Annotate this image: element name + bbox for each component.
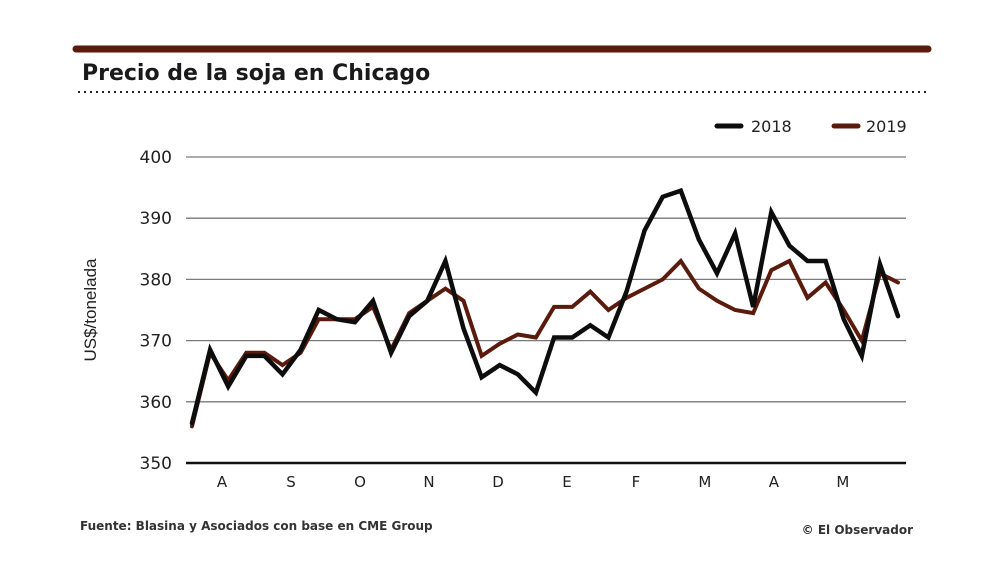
y-tick-350: 350 — [140, 454, 172, 474]
legend: 2018 2019 — [714, 117, 907, 136]
x-tick-A-0: A — [217, 473, 228, 491]
legend-label-2018: 2018 — [751, 117, 792, 136]
grid-lines — [186, 156, 906, 465]
x-tick-E-5: E — [562, 473, 571, 491]
legend-label-2019: 2019 — [866, 117, 907, 136]
source-note: Fuente: Blasina y Asociados con base en … — [80, 519, 433, 533]
y-tick-labels: 350 360 370 380 390 400 — [140, 148, 172, 474]
y-tick-370: 370 — [140, 332, 172, 352]
y-tick-390: 390 — [140, 209, 172, 229]
x-tick-O-2: O — [354, 473, 366, 491]
y-tick-400: 400 — [140, 148, 172, 168]
chart-title: Precio de la soja en Chicago — [82, 61, 430, 86]
series-line-2018 — [189, 187, 901, 426]
series-lines — [189, 187, 901, 429]
x-tick-S-1: S — [286, 473, 296, 491]
x-tick-D-4: D — [492, 473, 504, 491]
x-tick-M-7: M — [698, 473, 711, 491]
y-tick-380: 380 — [140, 270, 172, 290]
x-tick-M-9: M — [836, 473, 849, 491]
credit-note: © El Observador — [802, 523, 913, 537]
y-tick-360: 360 — [140, 393, 172, 413]
y-axis-label: US$/tonelada — [81, 258, 100, 362]
x-tick-A-8: A — [769, 473, 780, 491]
x-tick-F-6: F — [632, 473, 641, 491]
series-line-2019 — [190, 257, 900, 429]
x-tick-N-3: N — [423, 473, 434, 491]
